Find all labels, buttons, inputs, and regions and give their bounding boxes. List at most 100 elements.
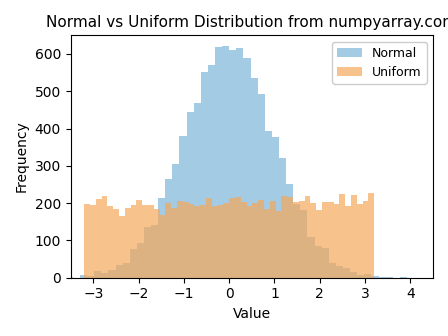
Bar [265, 131, 272, 278]
Bar [400, 277, 407, 278]
Bar [314, 246, 322, 278]
Bar [386, 277, 393, 278]
Bar [96, 199, 102, 278]
Bar [250, 78, 258, 278]
Bar [159, 215, 165, 278]
Bar [151, 225, 158, 278]
Bar [52, 277, 59, 278]
Bar [131, 205, 137, 278]
Bar [339, 194, 345, 278]
Bar [113, 209, 119, 278]
Bar [183, 202, 189, 278]
Bar [108, 207, 113, 278]
Bar [125, 208, 131, 278]
Bar [194, 103, 201, 278]
Bar [102, 196, 108, 278]
Bar [206, 198, 212, 278]
Bar [144, 227, 151, 278]
Bar [272, 137, 279, 278]
Bar [142, 205, 148, 278]
Bar [286, 184, 293, 278]
Bar [94, 271, 101, 278]
Bar [237, 48, 243, 278]
Bar [345, 206, 351, 278]
Bar [379, 277, 386, 278]
Bar [316, 210, 322, 278]
Bar [208, 65, 215, 278]
Bar [116, 265, 123, 278]
Bar [351, 195, 357, 278]
Bar [189, 204, 194, 278]
Bar [187, 112, 194, 278]
Bar [350, 272, 357, 278]
Bar [80, 276, 87, 278]
Bar [229, 198, 235, 278]
Bar [299, 201, 305, 278]
Bar [123, 263, 130, 278]
Bar [119, 216, 125, 278]
Bar [215, 47, 222, 278]
Bar [264, 209, 270, 278]
Bar [336, 266, 343, 278]
Bar [218, 205, 224, 278]
Bar [158, 198, 165, 278]
Bar [281, 196, 287, 278]
Bar [371, 276, 379, 278]
Bar [222, 46, 229, 278]
Bar [270, 201, 276, 278]
Bar [180, 136, 187, 278]
Bar [59, 277, 66, 278]
X-axis label: Value: Value [233, 307, 271, 321]
Bar [66, 277, 73, 278]
Bar [137, 243, 144, 278]
Y-axis label: Frequency: Frequency [15, 121, 29, 193]
Bar [224, 203, 229, 278]
Bar [362, 201, 368, 278]
Bar [300, 210, 307, 278]
Title: Normal vs Uniform Distribution from numpyarray.com: Normal vs Uniform Distribution from nump… [46, 15, 448, 30]
Bar [310, 203, 316, 278]
Bar [137, 200, 142, 278]
Bar [322, 248, 329, 278]
Bar [305, 196, 310, 278]
Bar [177, 201, 183, 278]
Legend: Normal, Uniform: Normal, Uniform [332, 42, 427, 84]
Bar [368, 193, 374, 278]
Bar [333, 204, 339, 278]
Bar [165, 203, 171, 278]
Bar [171, 208, 177, 278]
Bar [328, 202, 333, 278]
Bar [101, 273, 108, 278]
Bar [172, 164, 180, 278]
Bar [200, 205, 206, 278]
Bar [279, 158, 286, 278]
Bar [108, 270, 116, 278]
Bar [212, 207, 218, 278]
Bar [258, 200, 264, 278]
Bar [276, 211, 281, 278]
Bar [194, 206, 200, 278]
Bar [165, 179, 172, 278]
Bar [307, 237, 314, 278]
Bar [87, 276, 94, 278]
Bar [329, 263, 336, 278]
Bar [293, 204, 300, 278]
Bar [322, 202, 328, 278]
Bar [258, 94, 265, 278]
Bar [246, 206, 252, 278]
Bar [130, 249, 137, 278]
Bar [243, 58, 250, 278]
Bar [252, 203, 258, 278]
Bar [343, 268, 350, 278]
Bar [241, 202, 246, 278]
Bar [287, 197, 293, 278]
Bar [357, 204, 362, 278]
Bar [84, 204, 90, 278]
Bar [357, 275, 364, 278]
Bar [229, 49, 237, 278]
Bar [235, 197, 241, 278]
Bar [293, 202, 299, 278]
Bar [148, 205, 154, 278]
Bar [154, 209, 159, 278]
Bar [364, 275, 371, 278]
